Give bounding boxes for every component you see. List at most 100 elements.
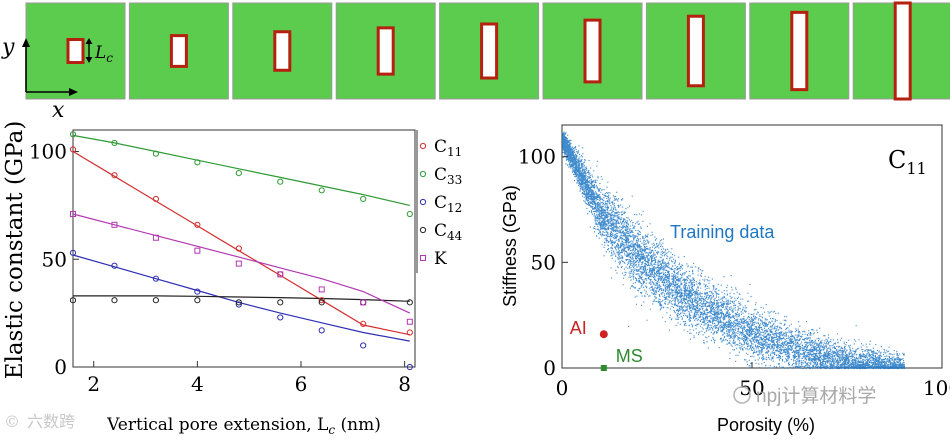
data-point-c11: [111, 172, 118, 179]
left-y-tick-label: 100: [29, 140, 67, 164]
data-point-c12: [69, 249, 77, 256]
training-data-points: [562, 131, 905, 370]
legend-label-c11: C11: [434, 137, 462, 159]
legend-marker-c33: [419, 170, 427, 178]
data-point-c44: [406, 299, 413, 306]
data-point-c12: [406, 363, 413, 371]
right-y-tick-label: 0: [543, 356, 556, 380]
training-data-cloud: [562, 131, 905, 370]
watermark-right-logo-icon: [733, 386, 751, 404]
data-point-c33: [277, 178, 284, 185]
data-point-k: [152, 234, 159, 241]
data-point-c33: [235, 169, 242, 177]
legend-marker-c12: [419, 198, 427, 206]
data-point-c44: [277, 299, 284, 306]
left-x-tick-label: 4: [191, 372, 204, 396]
legend-marker-c11: [419, 142, 427, 150]
dimension-arrow-icon: [85, 38, 93, 63]
data-point-c12: [235, 301, 242, 308]
watermark-left: © 六数跨: [4, 412, 75, 431]
data-point-c12: [111, 262, 118, 269]
data-point-k: [318, 286, 325, 293]
data-point-c33: [318, 187, 325, 194]
pore: [376, 26, 395, 76]
data-point-c33: [360, 195, 367, 203]
data-point-c44: [152, 297, 160, 304]
data-point-k: [194, 247, 201, 254]
training-data-annotation: Training data: [670, 222, 775, 242]
pore-extension-strip: [25, 1, 950, 101]
legend-marker-k: [420, 255, 426, 261]
watermark-left-text: 六数跨: [27, 413, 75, 431]
series-line-c33: [72, 134, 410, 206]
coordinate-axes-icon: [22, 38, 78, 96]
data-point-k: [70, 211, 76, 218]
pore: [273, 30, 292, 72]
data-point-c12: [318, 327, 325, 334]
right-y-tick-label: 50: [531, 250, 556, 274]
left-legend: C11 C33 C12 C44 K: [416, 130, 463, 273]
right-y-axis-title: Stiffness (GPa): [500, 185, 520, 307]
data-point-c44: [69, 297, 77, 304]
series-line-c11: [72, 150, 410, 336]
pore: [480, 22, 499, 80]
data-point-k: [111, 221, 118, 228]
axis-y-label: y: [1, 35, 15, 60]
pore: [583, 18, 602, 84]
legend-label-c12: C12: [434, 193, 462, 215]
highlight-point-ms: [600, 365, 607, 371]
watermark-right-text: npj计算材料学: [756, 385, 876, 407]
legend-label-c33: C33: [434, 165, 462, 187]
watermark-right: npj计算材料学: [733, 385, 876, 407]
data-point-k: [235, 260, 242, 267]
elastic-constant-chart: 2 4 6 8 0 50 100 C11 C33 C12 C44 K Elastic constan…: [2, 121, 463, 437]
data-point-c11: [318, 297, 325, 304]
data-point-c11: [360, 320, 367, 328]
legend-label-k: K: [434, 249, 447, 269]
legend-label-c44: C44: [434, 221, 463, 243]
data-point-c44: [111, 297, 118, 304]
left-x-tick-label: 6: [295, 372, 308, 396]
right-chart-title: C11: [888, 146, 927, 178]
left-y-axis-title: Elastic constant (GPa): [2, 121, 28, 380]
left-y-tick-label: 50: [42, 247, 67, 271]
left-x-tick-label: 2: [87, 372, 100, 396]
data-point-c12: [152, 275, 160, 282]
left-plot-frame: [72, 129, 416, 368]
watermark-left-logo-icon: ©: [4, 412, 20, 431]
pore: [790, 10, 809, 92]
pore: [169, 34, 188, 68]
data-point-c33: [152, 150, 160, 157]
axis-x-label: x: [52, 98, 65, 123]
left-x-tick-label: 8: [398, 372, 411, 396]
data-point-c33: [69, 131, 77, 138]
data-point-c11: [235, 245, 242, 252]
data-point-c33: [111, 139, 118, 147]
series-line-c44: [73, 295, 410, 302]
right-x-tick-label: 50: [739, 376, 764, 400]
highlight-label-ai: AI: [570, 318, 587, 338]
data-point-k: [277, 271, 284, 278]
data-point-c12: [277, 314, 284, 321]
stiffness-porosity-chart: 0 50 100 0 50 100 AI MS C11 Training data Stif…: [500, 124, 950, 435]
pore: [686, 14, 705, 88]
data-point-c11: [194, 221, 201, 228]
left-x-axis-title: Vertical pore extension, Lc (nm): [106, 415, 381, 437]
highlight-label-ms: MS: [616, 346, 643, 366]
right-y-tick-label: 100: [518, 145, 556, 169]
data-point-k: [360, 299, 367, 306]
right-x-axis-title: Porosity (%): [717, 415, 815, 435]
legend-marker-c44: [419, 226, 427, 234]
right-x-tick-label: 100: [923, 376, 950, 400]
data-point-c44: [360, 299, 367, 306]
dimension-label: Lc: [94, 43, 113, 65]
data-point-c12: [360, 342, 367, 349]
pore: [893, 1, 912, 101]
data-point-c44: [235, 299, 242, 306]
pore: [66, 38, 85, 64]
right-x-tick-label: 0: [556, 376, 569, 400]
series-line-c12: [72, 254, 410, 342]
highlight-point-ai: [599, 330, 608, 339]
left-y-tick-label: 0: [54, 355, 67, 379]
